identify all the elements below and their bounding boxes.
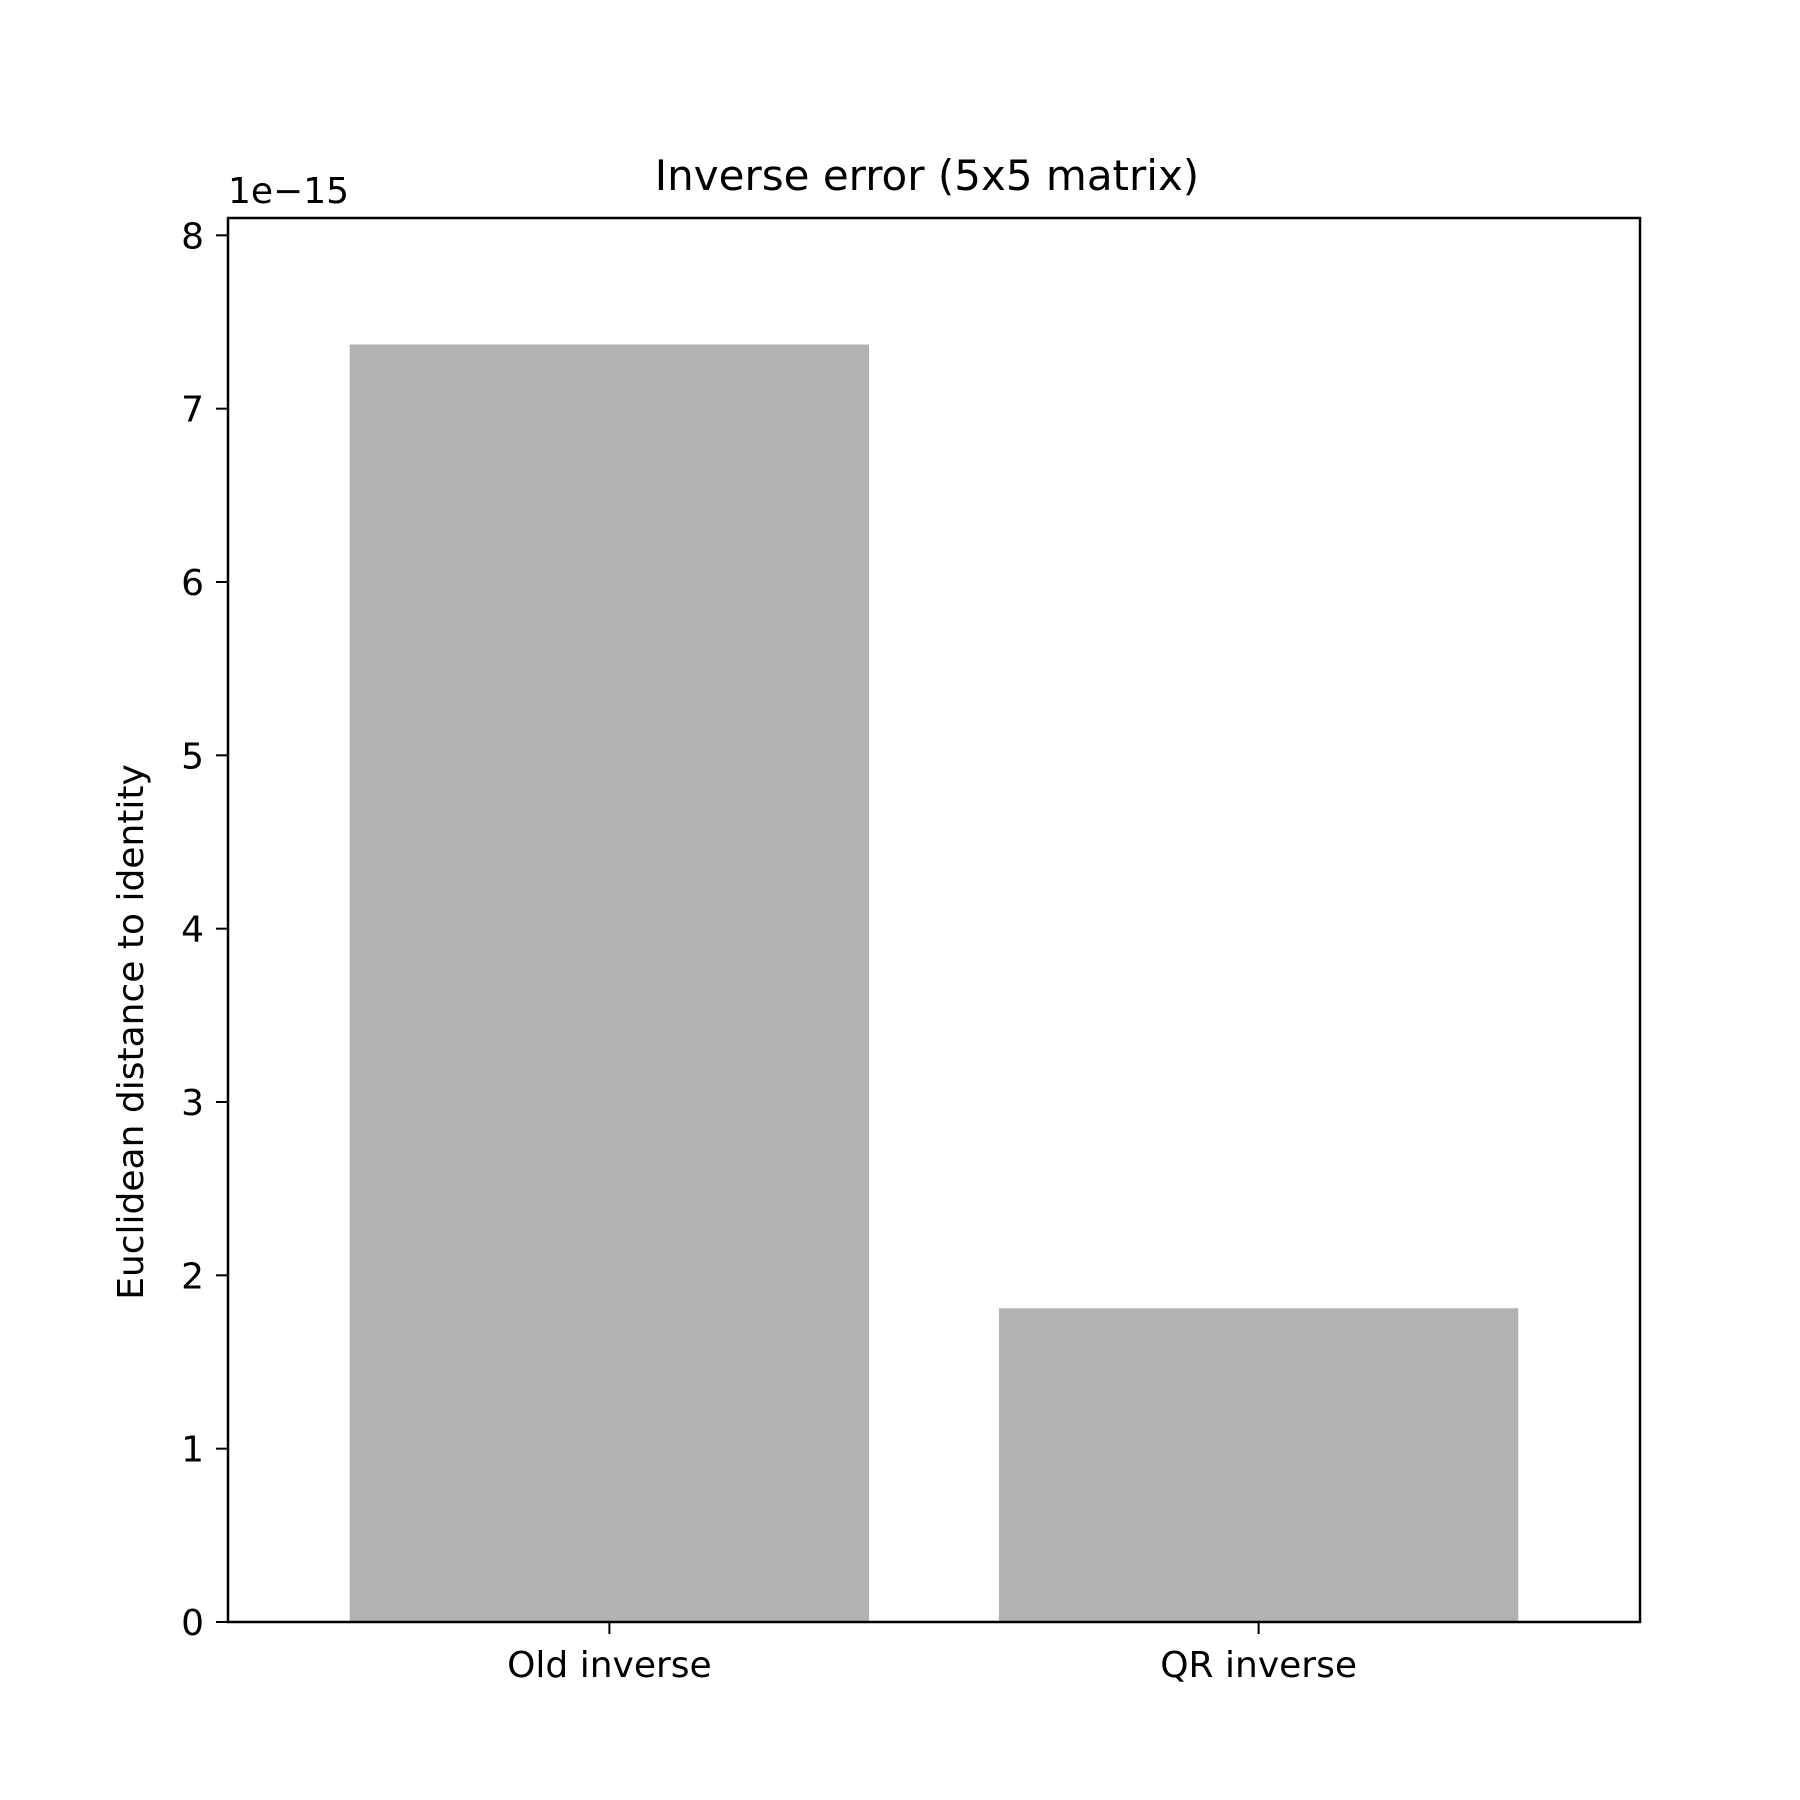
x-axis-ticks: Old inverse QR inverse — [507, 1622, 1357, 1686]
bar-old-inverse — [349, 344, 870, 1622]
bars-group — [349, 344, 1519, 1622]
y-tick-label: 6 — [181, 563, 204, 604]
y-tick-label: 5 — [181, 736, 204, 777]
y-tick-label: 1 — [181, 1430, 204, 1471]
plot-frame — [226, 216, 1642, 1624]
y-tick-label: 8 — [181, 216, 204, 257]
bar-qr-inverse — [998, 1308, 1519, 1622]
chart-title: Inverse error (5x5 matrix) — [655, 151, 1199, 200]
y-tick-label: 0 — [181, 1603, 204, 1644]
y-tick-label: 7 — [181, 390, 204, 431]
y-tick-label: 4 — [181, 910, 204, 951]
x-tick-label: QR inverse — [1160, 1645, 1357, 1686]
y-tick-label: 2 — [181, 1256, 204, 1297]
y-axis-offset-label: 1e−15 — [228, 171, 349, 212]
x-tick-label: Old inverse — [507, 1645, 712, 1686]
y-axis-ticks: 0 1 2 3 4 5 6 7 8 — [181, 216, 228, 1644]
y-tick-label: 3 — [181, 1083, 204, 1124]
y-axis-label: Euclidean distance to identity — [111, 764, 152, 1300]
